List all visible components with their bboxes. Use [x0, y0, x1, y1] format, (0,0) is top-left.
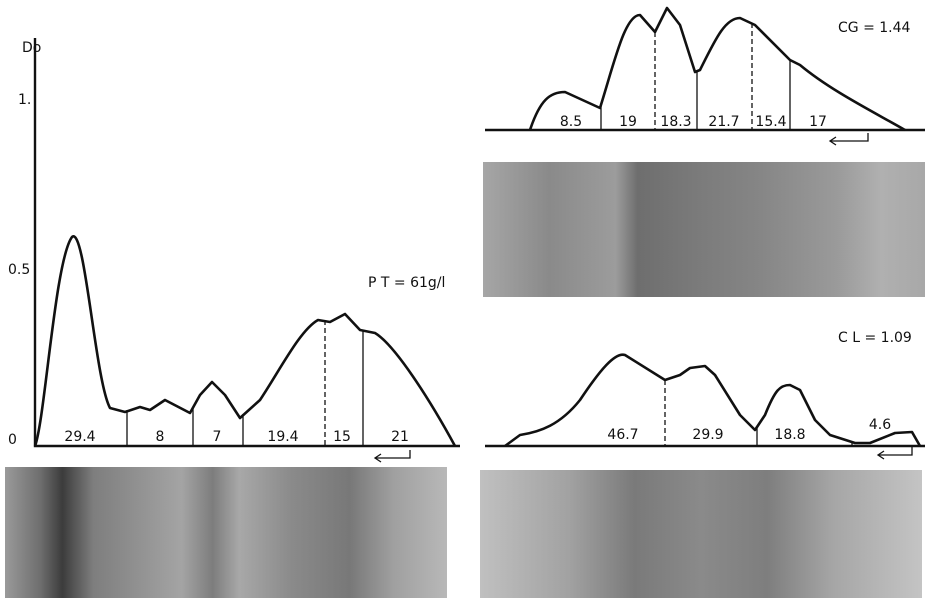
- tick-label: 0.5: [8, 262, 30, 278]
- segment-value: 8.5: [560, 114, 582, 130]
- segment-value: 7: [213, 429, 222, 445]
- segment-value: 17: [809, 114, 827, 130]
- gel-strip: [480, 470, 922, 598]
- pt-panel: Do 0 0.5 1. 29.4 8 7 19.4 15 21 P T = 61…: [5, 38, 460, 598]
- gel-strip: [483, 162, 925, 297]
- axes: [33, 38, 460, 448]
- segment-value: 18.8: [774, 427, 805, 443]
- axis-label: Do: [22, 40, 41, 56]
- arrow: [373, 450, 411, 463]
- segment-value: 19.4: [267, 429, 298, 445]
- segment-value: 21.7: [708, 114, 739, 130]
- arrow: [876, 447, 913, 460]
- panel-label: P T = 61g/l: [368, 275, 445, 291]
- segment-value: 21: [391, 429, 409, 445]
- tick-label: 0: [8, 432, 17, 448]
- panel-label: C L = 1.09: [838, 330, 912, 346]
- segment-value: 29.4: [64, 429, 95, 445]
- gel-strip: [5, 467, 447, 598]
- segment-value: 15.4: [755, 114, 786, 130]
- segment-value: 18.3: [660, 114, 691, 130]
- tick-label: 1.: [18, 92, 31, 108]
- segment-value: 46.7: [607, 427, 638, 443]
- cg-panel: 8.5 19 18.3 21.7 15.4 17 CG = 1.44: [483, 6, 925, 297]
- segment-value: 8: [156, 429, 165, 445]
- arrow: [828, 133, 869, 146]
- trace: [33, 235, 457, 447]
- trace: [504, 353, 922, 448]
- panel-label: CG = 1.44: [838, 20, 911, 36]
- segment-value: 19: [619, 114, 637, 130]
- segment-value: 29.9: [692, 427, 723, 443]
- segment-value: 4.6: [869, 417, 891, 433]
- segment-value: 15: [333, 429, 351, 445]
- cl-panel: 46.7 29.9 18.8 4.6 C L = 1.09: [480, 330, 925, 598]
